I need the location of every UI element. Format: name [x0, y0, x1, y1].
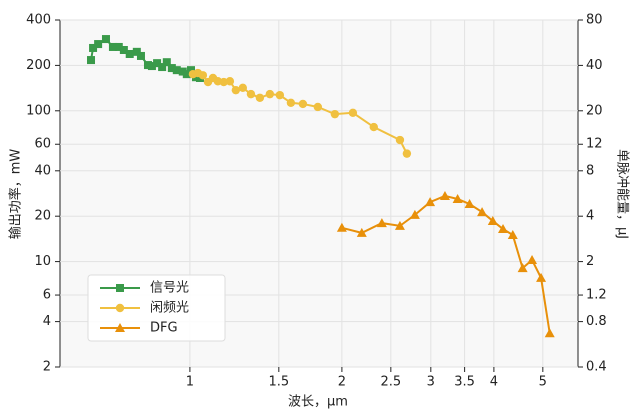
marker	[376, 218, 387, 228]
marker	[544, 328, 555, 338]
marker	[101, 35, 110, 44]
y2-tick-label: 4	[586, 209, 594, 224]
marker	[219, 77, 228, 87]
marker	[439, 190, 450, 200]
marker	[94, 40, 103, 49]
marker	[115, 303, 125, 313]
y2-tick-label: 80	[586, 13, 603, 28]
marker	[487, 215, 498, 225]
marker	[286, 98, 296, 107]
marker	[348, 108, 358, 117]
marker	[246, 89, 256, 99]
legend-label: DFG	[150, 321, 178, 336]
y-tick-label: 400	[26, 13, 51, 28]
y2-tick-label: 1.2	[586, 288, 607, 303]
marker	[178, 67, 187, 76]
marker	[452, 194, 463, 204]
marker	[409, 209, 420, 219]
y-tick-label: 6	[43, 288, 51, 303]
marker	[162, 58, 171, 67]
marker	[136, 51, 145, 60]
marker	[402, 149, 412, 158]
marker	[336, 222, 347, 232]
y2-tick-label: 2	[586, 254, 594, 269]
y2-axis-label: 单脉冲能量，μJ	[615, 149, 630, 239]
marker	[191, 73, 200, 82]
y-tick-label: 60	[34, 137, 51, 152]
marker	[507, 230, 518, 240]
y-tick-label: 10	[34, 254, 51, 269]
y-tick-label: 100	[26, 103, 51, 118]
marker	[313, 102, 323, 112]
marker	[275, 90, 285, 100]
x-tick-label: 1.5	[268, 375, 289, 390]
marker	[167, 64, 176, 73]
marker	[108, 42, 117, 51]
marker	[186, 66, 195, 75]
x-axis-label: 波长，μm	[288, 395, 348, 410]
marker	[395, 135, 405, 145]
marker	[265, 89, 275, 99]
y2-tick-label: 20	[586, 103, 603, 118]
x-tick-label: 2	[338, 375, 346, 390]
marker	[298, 99, 308, 109]
y-tick-label: 2	[43, 360, 51, 375]
y2-tick-label: 12	[586, 137, 603, 152]
marker	[498, 223, 509, 233]
y2-tick-label: 0.8	[586, 314, 607, 329]
legend-label: 闲频光	[150, 301, 189, 316]
y-tick-label: 40	[34, 163, 51, 178]
y2-tick-label: 8	[586, 163, 594, 178]
x-tick-label: 2.5	[380, 375, 401, 390]
marker	[225, 77, 235, 86]
marker	[477, 207, 488, 217]
legend-label: 信号光	[150, 281, 189, 296]
marker	[464, 198, 475, 208]
marks	[87, 35, 555, 338]
x-tick-label: 3.5	[454, 375, 475, 390]
y-tick-label: 4	[43, 314, 51, 329]
y-axis-label: 输出功率，mW	[8, 149, 24, 240]
marker	[87, 56, 96, 65]
marker	[231, 85, 241, 95]
y-tick-label: 20	[34, 209, 51, 224]
marker	[119, 46, 128, 55]
marker	[536, 272, 547, 282]
marker	[153, 59, 162, 68]
marker	[115, 323, 125, 332]
x-tick-label: 5	[539, 375, 547, 390]
marker	[330, 109, 340, 119]
x-tick-label: 1	[186, 375, 194, 390]
marker	[255, 93, 265, 102]
y2-tick-label: 40	[586, 58, 603, 73]
marker	[89, 43, 98, 52]
marker	[182, 70, 191, 79]
marker	[527, 254, 538, 264]
x-tick-label: 4	[490, 375, 498, 390]
marker	[369, 122, 378, 132]
y2-tick-label: 0.4	[586, 360, 607, 375]
y-tick-label: 200	[26, 58, 51, 73]
marker	[394, 220, 405, 230]
marker	[425, 197, 436, 207]
marker	[132, 47, 141, 56]
x-tick-label: 3	[427, 375, 435, 390]
marker	[198, 71, 208, 80]
marker	[158, 63, 167, 72]
marker	[172, 66, 181, 75]
marker	[238, 83, 248, 93]
marker	[147, 62, 156, 71]
marker	[517, 263, 528, 273]
marker	[116, 284, 124, 292]
marker	[114, 42, 123, 51]
marker	[356, 227, 367, 237]
marker	[125, 50, 134, 59]
